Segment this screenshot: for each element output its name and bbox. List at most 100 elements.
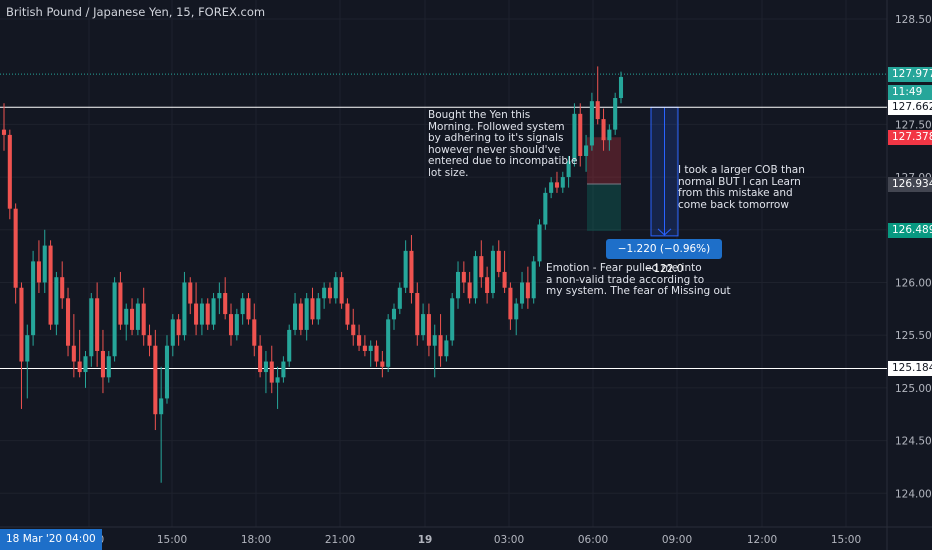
candle-body[interactable]	[31, 261, 36, 336]
candle-body[interactable]	[560, 177, 565, 188]
candle-body[interactable]	[543, 192, 548, 225]
candle-body[interactable]	[380, 361, 385, 367]
candle-body[interactable]	[252, 319, 257, 346]
candle-body[interactable]	[514, 303, 519, 320]
candle-body[interactable]	[432, 335, 437, 346]
candle-body[interactable]	[444, 340, 449, 357]
candle-body[interactable]	[374, 345, 379, 362]
candle-body[interactable]	[618, 76, 624, 99]
candle-body[interactable]	[89, 298, 94, 357]
candle-body[interactable]	[36, 261, 41, 283]
candle-body[interactable]	[316, 298, 321, 320]
candle-body[interactable]	[182, 282, 187, 336]
candle-body[interactable]	[531, 261, 536, 299]
candle-body[interactable]	[397, 287, 402, 309]
candle-body[interactable]	[246, 298, 251, 320]
candle-body[interactable]	[357, 335, 362, 346]
candle-body[interactable]	[333, 277, 338, 299]
candle-body[interactable]	[584, 145, 589, 156]
candle-body[interactable]	[415, 293, 420, 336]
candle-body[interactable]	[310, 298, 315, 320]
candle-body[interactable]	[525, 282, 530, 299]
candle-body[interactable]	[281, 361, 286, 378]
candle-body[interactable]	[54, 277, 59, 325]
candle-body[interactable]	[490, 250, 495, 294]
candle-body[interactable]	[77, 361, 82, 373]
candle-body[interactable]	[613, 98, 618, 130]
candle-body[interactable]	[106, 356, 111, 378]
candle-body[interactable]	[147, 335, 152, 346]
candle-body[interactable]	[572, 113, 577, 162]
candle-body[interactable]	[118, 282, 123, 325]
candle-body[interactable]	[71, 345, 76, 362]
candle-body[interactable]	[438, 335, 443, 357]
candle-body[interactable]	[327, 287, 332, 299]
candle-body[interactable]	[589, 101, 594, 146]
candle-body[interactable]	[170, 319, 175, 346]
candle-body[interactable]	[298, 303, 303, 330]
candle-body[interactable]	[95, 298, 100, 351]
candle-body[interactable]	[258, 345, 263, 373]
candle-body[interactable]	[339, 277, 344, 304]
candle-body[interactable]	[479, 256, 484, 278]
candle-body[interactable]	[386, 319, 391, 367]
candle-body[interactable]	[223, 293, 228, 315]
candle-body[interactable]	[351, 324, 356, 336]
candle-body[interactable]	[1, 129, 7, 135]
candle-body[interactable]	[450, 298, 455, 341]
candle-body[interactable]	[60, 277, 65, 299]
candle-body[interactable]	[13, 208, 18, 288]
candle-body[interactable]	[112, 282, 117, 357]
candle-body[interactable]	[42, 245, 47, 283]
candle-body[interactable]	[287, 329, 292, 362]
candle-body[interactable]	[83, 356, 88, 373]
candle-body[interactable]	[7, 134, 12, 209]
candle-body[interactable]	[217, 293, 222, 299]
candle-body[interactable]	[508, 287, 513, 320]
candle-body[interactable]	[19, 287, 24, 362]
candle-body[interactable]	[409, 250, 414, 294]
candle-body[interactable]	[304, 298, 309, 330]
candle-body[interactable]	[124, 308, 129, 325]
candle-body[interactable]	[467, 282, 472, 299]
candle-body[interactable]	[496, 250, 501, 272]
candle-body[interactable]	[263, 361, 268, 373]
candle-body[interactable]	[322, 287, 327, 299]
candle-body[interactable]	[566, 161, 571, 178]
candle-body[interactable]	[391, 308, 397, 320]
candle-body[interactable]	[461, 271, 466, 283]
candle-body[interactable]	[502, 271, 507, 288]
candle-body[interactable]	[549, 182, 554, 193]
candle-body[interactable]	[240, 298, 245, 315]
candle-body[interactable]	[25, 335, 30, 362]
candle-body[interactable]	[141, 303, 146, 336]
candle-body[interactable]	[164, 345, 170, 399]
candle-body[interactable]	[362, 345, 367, 351]
candle-body[interactable]	[176, 319, 181, 336]
candle-body[interactable]	[48, 245, 53, 325]
candle-body[interactable]	[65, 298, 71, 346]
candle-body[interactable]	[211, 298, 216, 325]
candle-body[interactable]	[485, 277, 490, 294]
candle-body[interactable]	[578, 113, 583, 156]
candle-body[interactable]	[426, 314, 431, 346]
candle-body[interactable]	[537, 224, 542, 262]
candle-body[interactable]	[269, 361, 274, 383]
candle-body[interactable]	[159, 398, 164, 415]
candle-body[interactable]	[293, 303, 298, 330]
candle-body[interactable]	[234, 314, 239, 336]
candle-body[interactable]	[275, 377, 280, 383]
candle-body[interactable]	[601, 119, 606, 141]
candle-body[interactable]	[473, 256, 478, 299]
candle-body[interactable]	[368, 345, 373, 351]
candle-body[interactable]	[554, 182, 560, 188]
candle-body[interactable]	[205, 303, 210, 325]
candle-body[interactable]	[135, 303, 140, 330]
candle-body[interactable]	[607, 129, 612, 141]
candle-body[interactable]	[455, 271, 461, 299]
candle-body[interactable]	[188, 282, 193, 304]
candle-body[interactable]	[130, 308, 135, 330]
candle-body[interactable]	[421, 314, 426, 336]
